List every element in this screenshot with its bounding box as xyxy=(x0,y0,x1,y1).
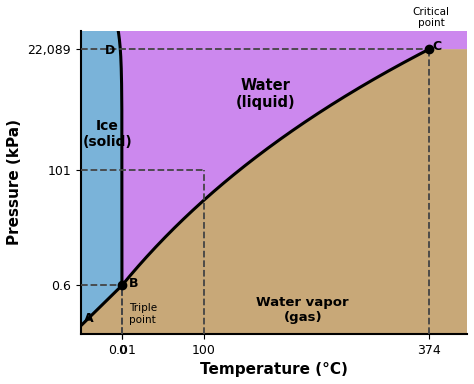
Text: Ice
(solid): Ice (solid) xyxy=(82,119,132,149)
Text: D: D xyxy=(105,44,116,57)
Y-axis label: Pressure (kPa): Pressure (kPa) xyxy=(7,119,22,245)
Text: Triple
point: Triple point xyxy=(129,303,157,324)
Polygon shape xyxy=(118,26,467,285)
Text: Water vapor
(gas): Water vapor (gas) xyxy=(256,296,349,324)
Text: A: A xyxy=(84,312,94,324)
Text: Water
(liquid): Water (liquid) xyxy=(236,78,296,110)
Text: C: C xyxy=(433,40,442,53)
Text: Critical
point: Critical point xyxy=(412,7,449,28)
Polygon shape xyxy=(81,49,467,334)
X-axis label: Temperature (°C): Temperature (°C) xyxy=(200,362,348,377)
Polygon shape xyxy=(81,26,122,326)
Text: B: B xyxy=(128,277,138,290)
